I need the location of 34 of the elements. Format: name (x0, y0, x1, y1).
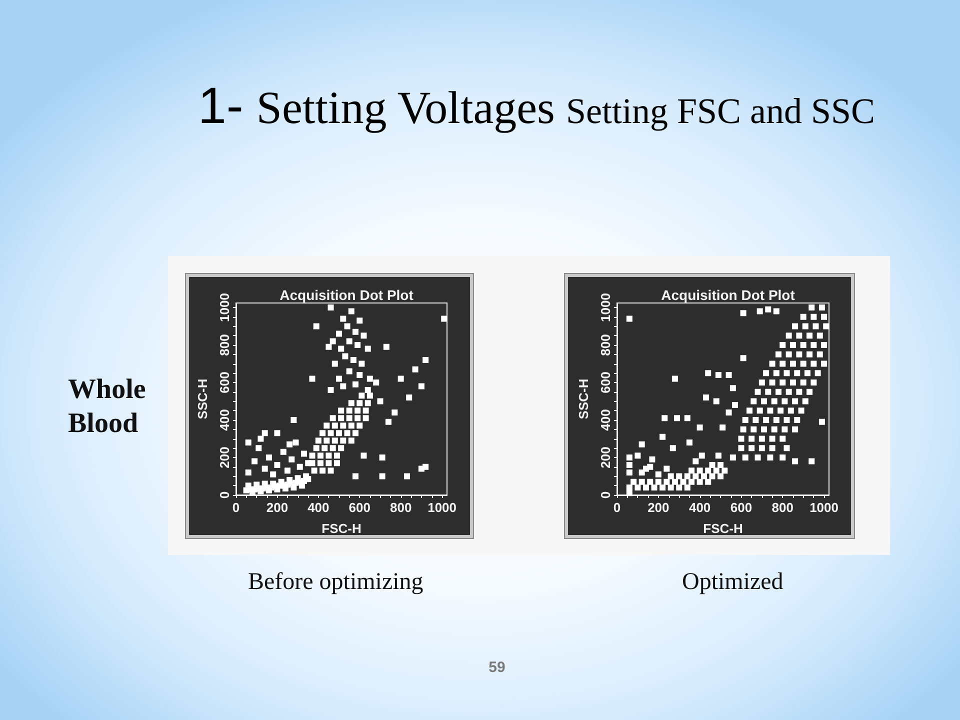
text: Optimized (682, 569, 784, 595)
text: Before optimizing (248, 569, 424, 595)
x-tick-label: 200 (648, 500, 670, 515)
y-tick-label: 400 (598, 409, 613, 431)
y-tick-label: 400 (217, 409, 232, 431)
text: Setting FSC and SSC (566, 91, 876, 131)
x-tick-label: 600 (348, 500, 370, 515)
x-tick-label: 1000 (428, 500, 457, 515)
y-tick-label: 800 (598, 334, 613, 356)
x-tick-label: 800 (390, 500, 412, 515)
text: Whole Blood (68, 373, 147, 441)
x-tick-label: 200 (266, 500, 288, 515)
x-tick-label: 1000 (810, 500, 838, 515)
y-tick-label: 200 (598, 446, 613, 468)
y-axis-title: SSC-H (195, 378, 210, 420)
chart-title: Acquisition Dot Plot (280, 287, 414, 303)
chart-title: Acquisition Dot Plot (661, 287, 796, 303)
y-tick-label: 1000 (217, 293, 232, 322)
x-tick-label: 400 (688, 500, 711, 515)
x-tick-label: 800 (772, 500, 794, 515)
y-tick-label: 0 (598, 491, 613, 499)
x-axis-title: FSC-H (322, 521, 362, 536)
y-tick-label: 600 (598, 372, 613, 394)
y-tick-label: 800 (217, 334, 232, 356)
y-axis-title: SSC-H (576, 378, 591, 420)
y-tick-label: 0 (217, 491, 232, 499)
text: 59 (488, 659, 506, 677)
y-tick-label: 600 (217, 372, 232, 394)
text: 1- Setting Voltages (198, 77, 555, 134)
x-tick-label: 400 (308, 500, 330, 515)
x-axis-title: FSC-H (703, 521, 743, 536)
x-tick-label: 600 (730, 500, 752, 515)
y-tick-label: 200 (217, 446, 232, 468)
y-tick-label: 1000 (598, 293, 613, 322)
